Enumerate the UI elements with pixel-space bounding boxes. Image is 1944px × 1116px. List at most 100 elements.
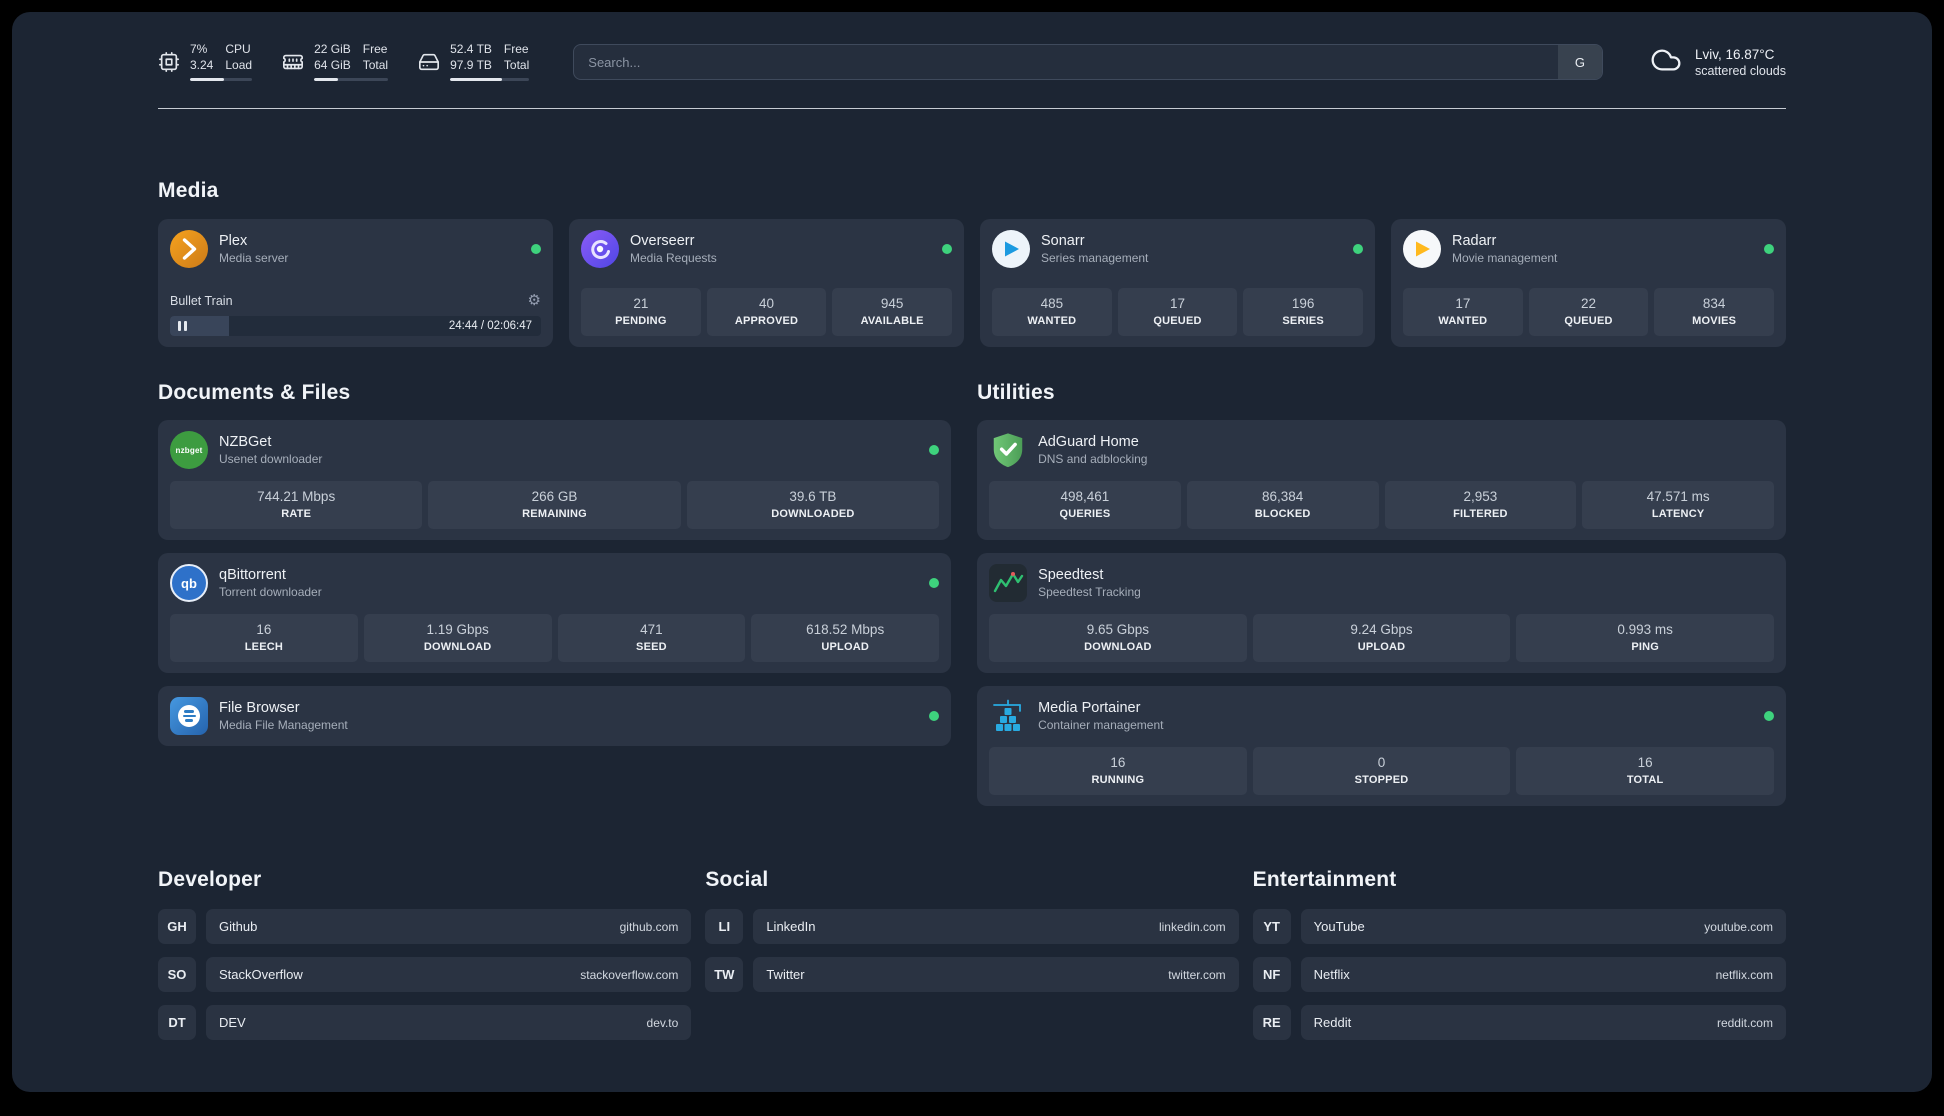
stat-available: 945 AVAILABLE: [832, 288, 953, 336]
header-divider: [158, 108, 1786, 109]
memory-widget: 22 GiB 64 GiB Free Total: [282, 42, 389, 81]
portainer-card[interactable]: Media Portainer Container management 16 …: [977, 686, 1786, 806]
cpu-progress-fill: [190, 77, 225, 81]
section-documents: Documents & Files nzbget NZBGet Usenet d…: [158, 381, 952, 746]
section-title-media: Media: [158, 179, 219, 202]
nzbget-card[interactable]: nzbget NZBGet Usenet downloader 744.21 M…: [158, 420, 952, 540]
nzbget-icon: nzbget: [170, 431, 208, 469]
service-subtitle: DNS and adblocking: [1038, 452, 1148, 466]
disk-free-value: 52.4 TB: [450, 42, 492, 57]
adguard-card[interactable]: AdGuard Home DNS and adblocking 498,461 …: [977, 420, 1786, 540]
youtube-link[interactable]: YouTube youtube.com: [1300, 909, 1786, 944]
stackoverflow-badge[interactable]: SO: [158, 957, 196, 992]
stat-downloaded: 39.6 TB DOWNLOADED: [686, 481, 940, 529]
stat-queries: 498,461 QUERIES: [989, 481, 1181, 529]
bookmark-row-netflix: NF Netflix netflix.com: [1252, 957, 1786, 992]
bookmark-row-stackoverflow: SO StackOverflow stackoverflow.com: [158, 957, 692, 992]
reddit-link[interactable]: Reddit reddit.com: [1300, 1005, 1786, 1040]
stat-leech: 16 LEECH: [170, 614, 358, 662]
status-dot: [929, 445, 940, 455]
cpu-icon: [158, 51, 180, 73]
section-utilities: Utilities AdGuard Home: [977, 381, 1786, 806]
dev-badge[interactable]: DT: [158, 1005, 196, 1040]
radarr-card[interactable]: Radarr Movie management 17 WANTED 22 QUE…: [1391, 219, 1786, 347]
service-subtitle: Media Requests: [630, 251, 717, 265]
youtube-badge[interactable]: YT: [1252, 909, 1291, 944]
service-name: Speedtest: [1038, 567, 1104, 583]
stackoverflow-link[interactable]: StackOverflow stackoverflow.com: [206, 957, 692, 992]
speedtest-card[interactable]: Speedtest Speedtest Tracking 9.65 Gbps D…: [977, 553, 1786, 673]
overseerr-card[interactable]: Overseerr Media Requests 21 PENDING 40 A…: [569, 219, 964, 347]
memory-label-2: Total: [362, 58, 389, 72]
plex-card[interactable]: Plex Media server Bullet Train ⚙ 24:44 /…: [158, 219, 553, 347]
qbittorrent-icon: qb: [170, 564, 208, 602]
service-subtitle: Speedtest Tracking: [1038, 585, 1141, 599]
cpu-percent: 7%: [190, 42, 208, 57]
service-subtitle: Container management: [1038, 718, 1164, 732]
stat-queued: 22 QUEUED: [1528, 288, 1649, 336]
service-subtitle: Media File Management: [219, 718, 348, 732]
now-playing-title: Bullet Train: [170, 293, 233, 308]
speedtest-chart-icon: [989, 564, 1028, 602]
bookmarks-social: Social LI LinkedIn linkedin.com TW Twitt…: [705, 868, 1239, 992]
netflix-link[interactable]: Netflix netflix.com: [1300, 957, 1786, 992]
cpu-widget: 7% 3.24 CPU Load: [158, 42, 253, 81]
portainer-crane-icon: [989, 697, 1027, 735]
stat-wanted: 17 WANTED: [1403, 288, 1523, 336]
status-dot: [942, 244, 952, 254]
stat-ping: 0.993 ms PING: [1516, 614, 1774, 662]
stat-latency: 47.571 ms LATENCY: [1582, 481, 1774, 529]
linkedin-badge[interactable]: LI: [705, 909, 744, 944]
stat-approved: 40 APPROVED: [706, 288, 827, 336]
service-name: NZBGet: [219, 434, 272, 450]
cpu-load-value: 3.24: [190, 58, 214, 72]
filebrowser-card[interactable]: File Browser Media File Management: [158, 686, 952, 746]
qbittorrent-card[interactable]: qb qBittorrent Torrent downloader 16 LEE…: [158, 553, 952, 673]
playback-progress-bar[interactable]: 24:44 / 02:06:47: [170, 316, 541, 336]
cpu-label-1: CPU: [225, 42, 251, 57]
section-media: Media Plex Media server: [158, 179, 1786, 347]
stat-pending: 21 PENDING: [581, 288, 701, 336]
memory-progress-fill: [314, 77, 339, 81]
settings-gear-icon[interactable]: ⚙: [527, 292, 541, 309]
service-subtitle: Series management: [1041, 251, 1149, 265]
linkedin-link[interactable]: LinkedIn linkedin.com: [753, 909, 1239, 944]
search-bar: G: [573, 44, 1603, 80]
memory-free-value: 22 GiB: [314, 42, 351, 57]
filebrowser-icon: [170, 697, 208, 735]
dev-link[interactable]: DEV dev.to: [206, 1005, 692, 1040]
status-dot: [1764, 711, 1774, 721]
sonarr-card[interactable]: Sonarr Series management 485 WANTED 17 Q…: [980, 219, 1375, 347]
stat-upload: 618.52 Mbps UPLOAD: [751, 614, 940, 662]
top-bar: 7% 3.24 CPU Load: [158, 40, 1786, 84]
stat-wanted: 485 WANTED: [992, 288, 1112, 336]
reddit-badge[interactable]: RE: [1252, 1005, 1291, 1040]
bookmark-row-twitter: TW Twitter twitter.com: [705, 957, 1239, 992]
dashboard: 7% 3.24 CPU Load: [12, 12, 1932, 1092]
pause-button[interactable]: [178, 321, 187, 331]
service-subtitle: Media server: [219, 251, 289, 265]
search-input[interactable]: [573, 44, 1603, 80]
twitter-badge[interactable]: TW: [705, 957, 744, 992]
twitter-link[interactable]: Twitter twitter.com: [753, 957, 1239, 992]
disk-progress-bar: [450, 77, 530, 81]
bookmark-row-github: GH Github github.com: [158, 909, 692, 944]
cloud-icon: [1647, 44, 1685, 81]
adguard-shield-icon: [989, 431, 1027, 469]
github-badge[interactable]: GH: [158, 909, 196, 944]
section-title-documents: Documents & Files: [158, 381, 351, 404]
stat-stopped: 0 STOPPED: [1252, 747, 1511, 795]
hard-drive-icon: [418, 51, 440, 73]
cpu-label-2: Load: [225, 58, 253, 72]
search-engine-button[interactable]: G: [1557, 45, 1602, 79]
netflix-badge[interactable]: NF: [1252, 957, 1291, 992]
status-dot: [1353, 244, 1363, 254]
disk-widget: 52.4 TB 97.9 TB Free Total: [418, 42, 530, 81]
overseerr-icon: [581, 230, 619, 268]
github-link[interactable]: Github github.com: [206, 909, 692, 944]
bookmark-row-youtube: YT YouTube youtube.com: [1252, 909, 1786, 944]
weather-widget[interactable]: Lviv, 16.87°C scattered clouds: [1647, 44, 1786, 81]
stat-series: 196 SERIES: [1243, 288, 1364, 336]
service-name: AdGuard Home: [1038, 434, 1139, 450]
service-name: Plex: [219, 233, 248, 249]
